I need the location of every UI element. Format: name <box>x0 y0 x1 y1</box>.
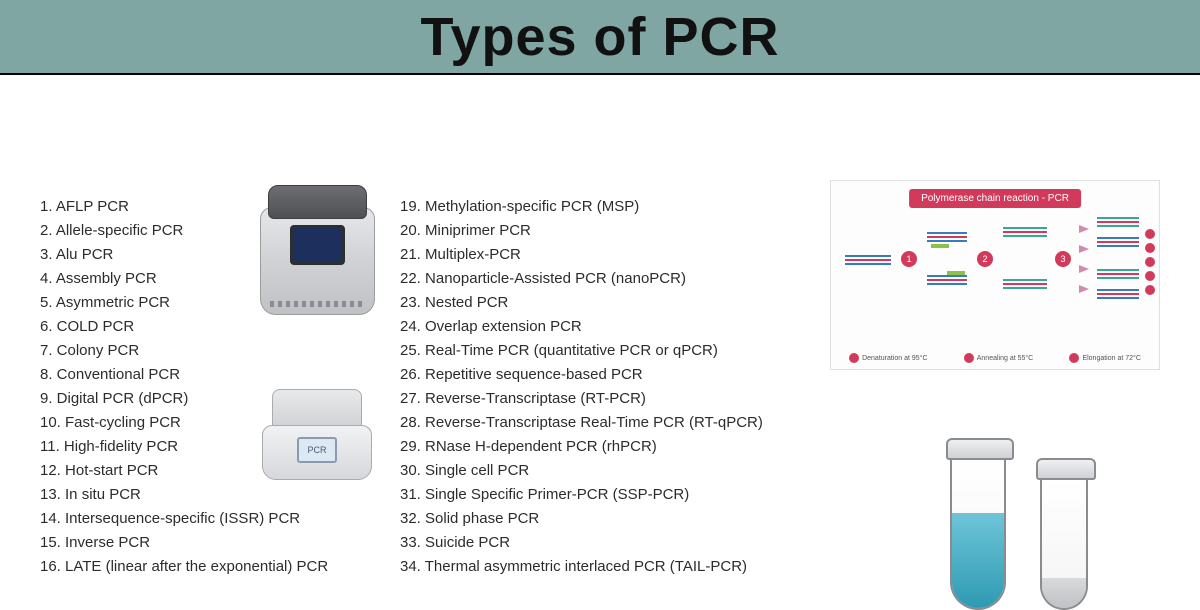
list-item: 33. Suicide PCR <box>400 531 780 555</box>
content-area: 1. AFLP PCR2. Allele-specific PCR3. Alu … <box>0 75 1200 600</box>
page-title: Types of PCR <box>420 6 779 68</box>
list-item: 15. Inverse PCR <box>40 531 260 555</box>
header-banner: Types of PCR <box>0 0 1200 75</box>
list-item: 24. Overlap extension PCR <box>400 315 780 339</box>
diagram-title: Polymerase chain reaction - PCR <box>909 189 1081 208</box>
list-item: 4. Assembly PCR <box>40 267 260 291</box>
legend-step-3: Elongation at 72°C <box>1069 353 1140 363</box>
list-item: 28. Reverse-Transcriptase Real-Time PCR … <box>400 411 780 435</box>
legend-step-1: Denaturation at 95°C <box>849 353 927 363</box>
list-item: 10. Fast-cycling PCR <box>40 411 260 435</box>
list-item: 7. Colony PCR <box>40 339 260 363</box>
pcr-list-right: 19. Methylation-specific PCR (MSP)20. Mi… <box>400 195 780 579</box>
list-item: 21. Multiplex-PCR <box>400 243 780 267</box>
list-item: 16. LATE (linear after the exponential) … <box>40 555 260 579</box>
list-item: 20. Miniprimer PCR <box>400 219 780 243</box>
list-item: 25. Real-Time PCR (quantitative PCR or q… <box>400 339 780 363</box>
list-item: 32. Solid phase PCR <box>400 507 780 531</box>
list-item: 13. In situ PCR <box>40 483 260 507</box>
list-item: 34. Thermal asymmetric interlaced PCR (T… <box>400 555 780 579</box>
list-item: 29. RNase H-dependent PCR (rhPCR) <box>400 435 780 459</box>
step-dot-1: 1 <box>901 251 917 267</box>
list-item: 6. COLD PCR <box>40 315 260 339</box>
list-item: 5. Asymmetric PCR <box>40 291 260 315</box>
mini-cycler-icon: PCR <box>262 375 372 485</box>
list-item: 1. AFLP PCR <box>40 195 260 219</box>
tube-grey <box>1040 480 1088 610</box>
list-item: 8. Conventional PCR <box>40 363 260 387</box>
list-item: 19. Methylation-specific PCR (MSP) <box>400 195 780 219</box>
list-item: 22. Nanoparticle-Assisted PCR (nanoPCR) <box>400 267 780 291</box>
thermal-cycler-icon <box>260 185 375 315</box>
list-item: 14. Intersequence-specific (ISSR) PCR <box>40 507 260 531</box>
list-item: 12. Hot-start PCR <box>40 459 260 483</box>
mini-cycler-label: PCR <box>297 437 337 463</box>
step-dot-3: 3 <box>1055 251 1071 267</box>
list-item: 31. Single Specific Primer-PCR (SSP-PCR) <box>400 483 780 507</box>
list-item: 26. Repetitive sequence-based PCR <box>400 363 780 387</box>
list-item: 27. Reverse-Transcriptase (RT-PCR) <box>400 387 780 411</box>
list-item: 9. Digital PCR (dPCR) <box>40 387 260 411</box>
list-item: 23. Nested PCR <box>400 291 780 315</box>
list-item: 11. High-fidelity PCR <box>40 435 260 459</box>
list-item: 2. Allele-specific PCR <box>40 219 260 243</box>
list-item: 3. Alu PCR <box>40 243 260 267</box>
diagram-legend: Denaturation at 95°C Annealing at 55°C E… <box>831 353 1159 363</box>
legend-step-2: Annealing at 55°C <box>964 353 1034 363</box>
pcr-list-left: 1. AFLP PCR2. Allele-specific PCR3. Alu … <box>40 195 260 579</box>
pcr-process-diagram: Polymerase chain reaction - PCR 1 2 3 De… <box>830 180 1160 370</box>
step-dot-2: 2 <box>977 251 993 267</box>
tube-blue <box>950 460 1006 610</box>
reagent-tubes-icon <box>930 420 1130 610</box>
list-item: 30. Single cell PCR <box>400 459 780 483</box>
